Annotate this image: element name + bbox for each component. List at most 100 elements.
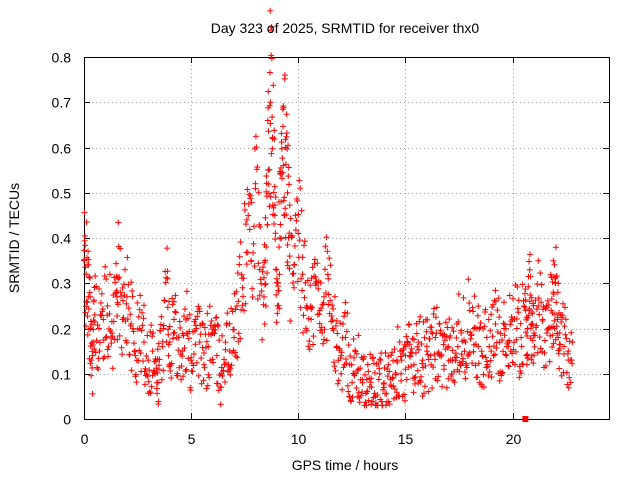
data-point [132, 371, 139, 378]
data-point [545, 302, 552, 309]
data-point [128, 320, 135, 327]
data-point [419, 357, 426, 364]
data-point [329, 302, 336, 309]
y-tick-label: 0.7 [52, 95, 72, 111]
data-point [104, 346, 111, 353]
data-point [552, 280, 559, 287]
data-point [273, 319, 280, 326]
data-point [213, 314, 220, 321]
data-point [511, 361, 518, 368]
data-point [553, 299, 560, 306]
data-point [101, 353, 108, 360]
data-point [236, 253, 243, 260]
data-point [376, 370, 383, 377]
data-point [474, 374, 481, 381]
data-point [200, 377, 207, 384]
data-point [301, 294, 308, 301]
data-point [144, 332, 151, 339]
data-point [148, 383, 155, 390]
data-point [482, 306, 489, 313]
data-point [311, 256, 318, 263]
data-point [81, 209, 88, 216]
data-point [495, 295, 502, 302]
data-point [372, 393, 379, 400]
data-point [221, 356, 227, 363]
data-point [195, 372, 202, 379]
data-point [155, 398, 162, 405]
data-point [432, 334, 439, 341]
data-point [343, 360, 350, 367]
data-point [451, 368, 457, 375]
data-point [509, 316, 516, 323]
data-point [324, 248, 331, 255]
data-point [118, 293, 125, 300]
data-point [216, 372, 223, 379]
data-point [316, 307, 323, 314]
data-point [222, 339, 229, 346]
data-point [369, 398, 376, 405]
data-point [351, 354, 357, 361]
data-point [267, 27, 274, 34]
data-point [567, 379, 574, 386]
data-point [457, 362, 464, 369]
data-point [312, 280, 319, 287]
data-point [117, 245, 124, 252]
data-point [139, 322, 146, 329]
data-point [344, 310, 351, 317]
data-point [505, 363, 512, 370]
data-point [114, 336, 121, 343]
data-point [198, 355, 205, 362]
data-point [119, 316, 126, 323]
data-point [506, 337, 513, 344]
x-tick-label: 15 [398, 431, 414, 447]
data-point [268, 23, 275, 30]
data-point [466, 307, 473, 314]
data-point [381, 364, 388, 371]
data-point [531, 352, 537, 359]
data-point [563, 335, 570, 342]
data-point [147, 328, 154, 335]
data-point [523, 361, 530, 368]
data-point [178, 376, 185, 383]
data-point [83, 271, 90, 278]
data-point [241, 207, 248, 214]
data-point [252, 180, 259, 187]
data-point [136, 347, 143, 354]
data-point [277, 221, 284, 228]
data-point [150, 330, 157, 337]
data-point [408, 363, 415, 370]
data-point [88, 372, 95, 379]
data-point [169, 295, 176, 302]
data-point [224, 310, 231, 317]
data-point [102, 263, 109, 270]
data-point [518, 343, 525, 350]
data-point [165, 331, 172, 338]
data-point [270, 82, 277, 89]
data-point [441, 337, 448, 344]
data-point [201, 361, 207, 368]
data-point [461, 348, 468, 355]
data-point [530, 360, 537, 367]
data-point [167, 367, 174, 374]
data-point [132, 352, 139, 359]
data-point [509, 350, 516, 357]
data-point [529, 310, 536, 317]
data-point [525, 283, 532, 290]
data-point [238, 306, 245, 313]
data-point [535, 302, 542, 309]
data-point [215, 387, 222, 394]
data-point [334, 330, 341, 337]
data-point [484, 363, 491, 370]
data-point [260, 264, 267, 271]
data-point [335, 377, 342, 384]
data-point [538, 299, 545, 306]
data-point [551, 311, 558, 318]
data-point [289, 233, 296, 240]
data-point [279, 175, 286, 182]
data-point [295, 211, 302, 218]
data-point [555, 350, 562, 357]
data-point [549, 332, 556, 339]
data-point [485, 372, 492, 379]
y-axis-label: SRMTID / TECUs [6, 183, 22, 293]
data-point [139, 309, 146, 316]
